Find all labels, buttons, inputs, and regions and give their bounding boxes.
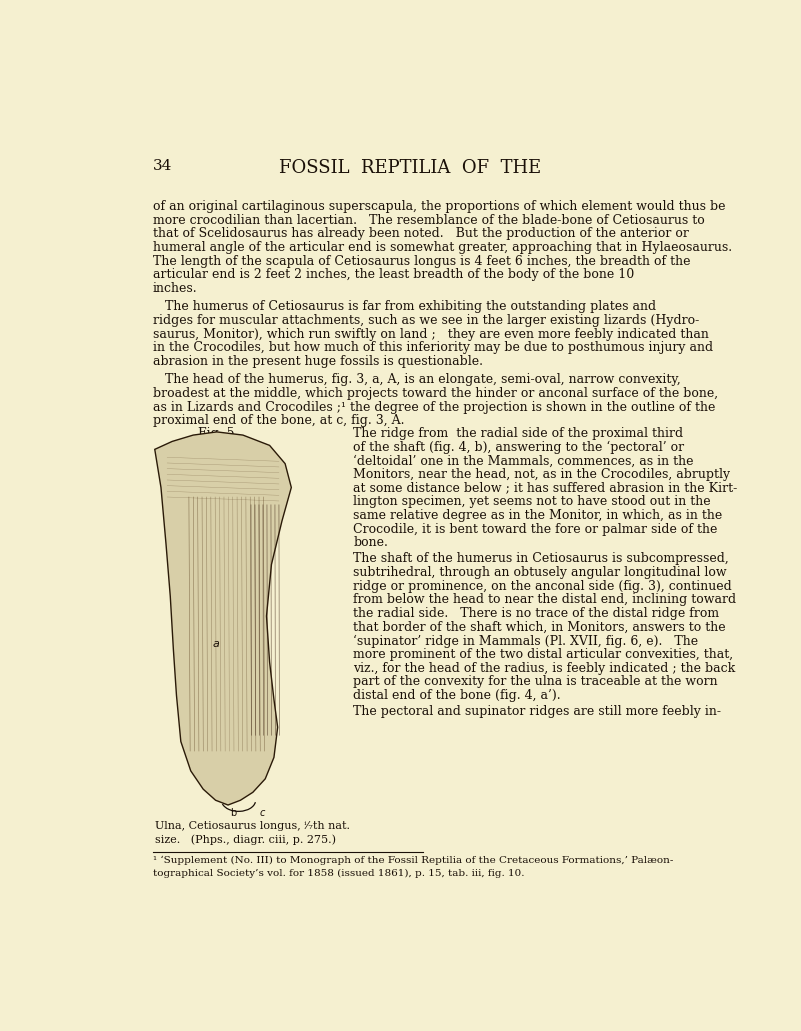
Text: viz., for the head of the radius, is feebly indicated ; the back: viz., for the head of the radius, is fee… <box>353 662 735 674</box>
Text: c: c <box>260 808 265 819</box>
Text: from below the head to near the distal end, inclining toward: from below the head to near the distal e… <box>353 594 737 606</box>
Text: lington specimen, yet seems not to have stood out in the: lington specimen, yet seems not to have … <box>353 496 711 508</box>
Text: ¹ ‘Supplement (No. III) to Monograph of the Fossil Reptilia of the Cretaceous Fo: ¹ ‘Supplement (No. III) to Monograph of … <box>153 856 674 865</box>
Text: Fig. 5.: Fig. 5. <box>198 427 238 440</box>
Text: humeral angle of the articular end is somewhat greater, approaching that in Hyla: humeral angle of the articular end is so… <box>153 241 732 254</box>
Text: The ridge from  the radial side of the proximal third: The ridge from the radial side of the pr… <box>353 427 683 440</box>
Text: more prominent of the two distal articular convexities, that,: more prominent of the two distal articul… <box>353 648 734 661</box>
Polygon shape <box>155 432 292 805</box>
Text: ridges for muscular attachments, such as we see in the larger existing lizards (: ridges for muscular attachments, such as… <box>153 313 699 327</box>
Text: The head of the humerus, fig. 3, a, A, is an elongate, semi-oval, narrow convexi: The head of the humerus, fig. 3, a, A, i… <box>153 373 681 387</box>
Text: proximal end of the bone, at c, fig. 3, A.: proximal end of the bone, at c, fig. 3, … <box>153 414 405 427</box>
Text: b: b <box>231 808 237 819</box>
Text: The pectoral and supinator ridges are still more feebly in-: The pectoral and supinator ridges are st… <box>353 705 722 718</box>
Text: bone.: bone. <box>353 536 388 550</box>
Text: same relative degree as in the Monitor, in which, as in the: same relative degree as in the Monitor, … <box>353 509 723 522</box>
Text: more crocodilian than lacertian.   The resemblance of the blade-bone of Cetiosau: more crocodilian than lacertian. The res… <box>153 213 705 227</box>
Text: broadest at the middle, which projects toward the hinder or anconal surface of t: broadest at the middle, which projects t… <box>153 387 718 400</box>
Text: subtrihedral, through an obtusely angular longitudinal low: subtrihedral, through an obtusely angula… <box>353 566 727 579</box>
Text: size.   (Phps., diagr. ciii, p. 275.): size. (Phps., diagr. ciii, p. 275.) <box>155 834 336 845</box>
Text: that border of the shaft which, in Monitors, answers to the: that border of the shaft which, in Monit… <box>353 621 726 634</box>
Text: saurus, Monitor), which run swiftly on land ;   they are even more feebly indica: saurus, Monitor), which run swiftly on l… <box>153 328 709 340</box>
Text: The shaft of the humerus in Cetiosaurus is subcompressed,: The shaft of the humerus in Cetiosaurus … <box>353 553 729 565</box>
Text: that of Scelidosaurus has already been noted.   But the production of the anteri: that of Scelidosaurus has already been n… <box>153 227 689 240</box>
Text: of an original cartilaginous superscapula, the proportions of which element woul: of an original cartilaginous superscapul… <box>153 200 726 213</box>
Text: inches.: inches. <box>153 281 198 295</box>
Text: at some distance below ; it has suffered abrasion in the Kirt-: at some distance below ; it has suffered… <box>353 481 738 495</box>
Text: 34: 34 <box>153 160 172 173</box>
Text: distal end of the bone (fig. 4, a’).: distal end of the bone (fig. 4, a’). <box>353 689 561 702</box>
Text: as in Lizards and Crocodiles ;¹ the degree of the projection is shown in the out: as in Lizards and Crocodiles ;¹ the degr… <box>153 401 715 413</box>
Text: Monitors, near the head, not, as in the Crocodiles, abruptly: Monitors, near the head, not, as in the … <box>353 468 731 481</box>
Text: part of the convexity for the ulna is traceable at the worn: part of the convexity for the ulna is tr… <box>353 675 718 689</box>
Text: The humerus of Cetiosaurus is far from exhibiting the outstanding plates and: The humerus of Cetiosaurus is far from e… <box>153 300 656 313</box>
Text: FOSSIL  REPTILIA  OF  THE: FOSSIL REPTILIA OF THE <box>280 160 541 177</box>
Text: The length of the scapula of Cetiosaurus longus is 4 feet 6 inches, the breadth : The length of the scapula of Cetiosaurus… <box>153 255 690 268</box>
Text: a: a <box>212 639 219 648</box>
Text: in the Crocodiles, but how much of this inferiority may be due to posthumous inj: in the Crocodiles, but how much of this … <box>153 341 713 355</box>
Text: of the shaft (fig. 4, b), answering to the ‘pectoral’ or: of the shaft (fig. 4, b), answering to t… <box>353 441 685 454</box>
Text: the radial side.   There is no trace of the distal ridge from: the radial side. There is no trace of th… <box>353 607 719 620</box>
Text: Ulna, Cetiosaurus longus, ⁱ⁄₇th nat.: Ulna, Cetiosaurus longus, ⁱ⁄₇th nat. <box>155 821 350 831</box>
Text: tographical Society’s vol. for 1858 (issued 1861), p. 15, tab. iii, fig. 10.: tographical Society’s vol. for 1858 (iss… <box>153 869 525 878</box>
Text: ridge or prominence, on the anconal side (fig. 3), continued: ridge or prominence, on the anconal side… <box>353 579 732 593</box>
Text: articular end is 2 feet 2 inches, the least breadth of the body of the bone 10: articular end is 2 feet 2 inches, the le… <box>153 268 634 281</box>
Text: Crocodile, it is bent toward the fore or palmar side of the: Crocodile, it is bent toward the fore or… <box>353 523 718 536</box>
Text: ‘supinator’ ridge in Mammals (Pl. XVII, fig. 6, e).   The: ‘supinator’ ridge in Mammals (Pl. XVII, … <box>353 634 698 647</box>
Text: abrasion in the present huge fossils is questionable.: abrasion in the present huge fossils is … <box>153 355 483 368</box>
Text: ‘deltoidal’ one in the Mammals, commences, as in the: ‘deltoidal’ one in the Mammals, commence… <box>353 455 694 467</box>
